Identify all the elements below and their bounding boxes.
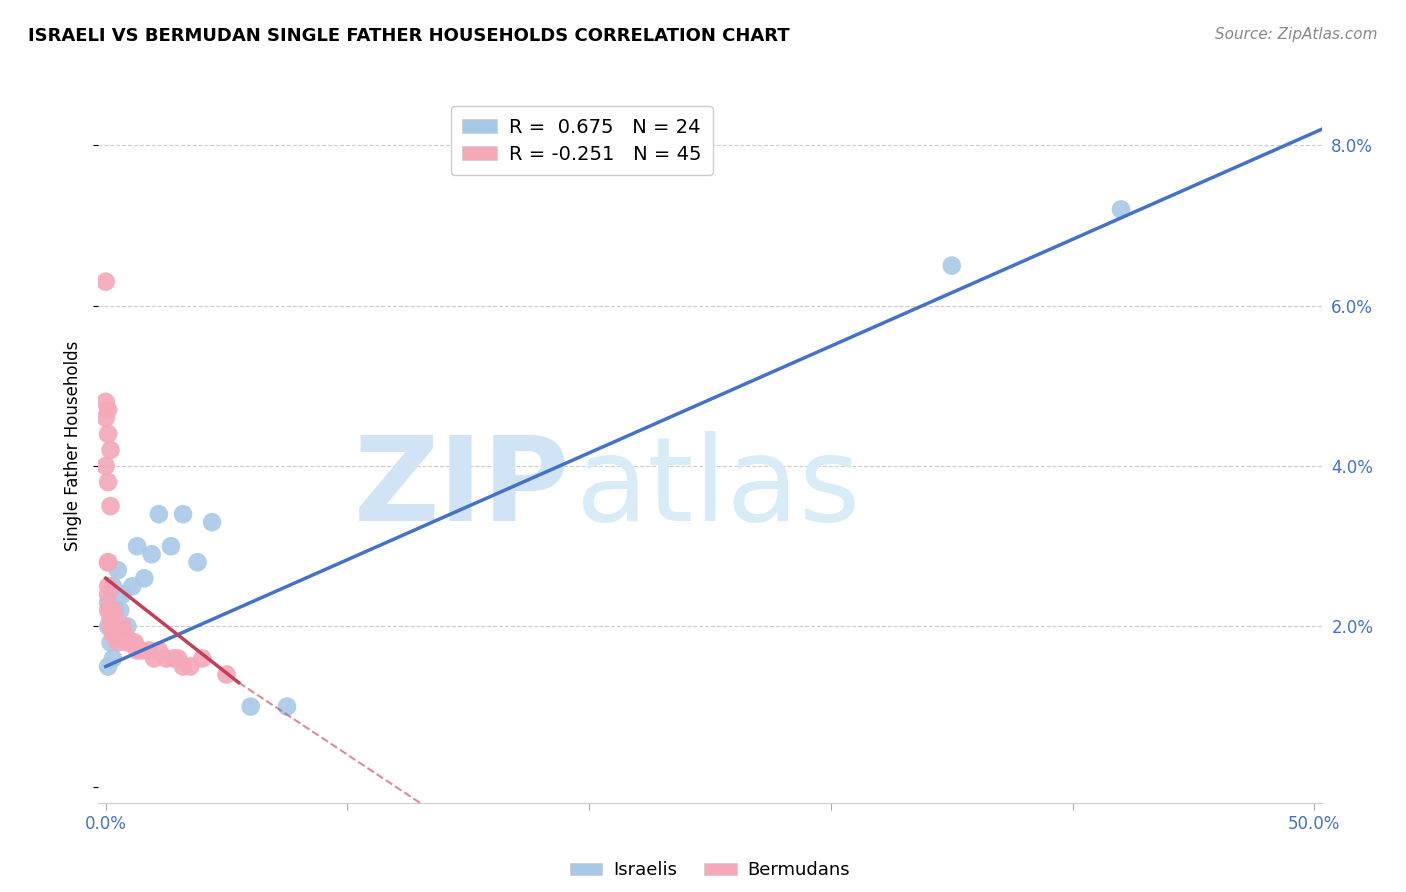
Point bbox=[134, 571, 156, 585]
Point bbox=[118, 635, 141, 649]
Point bbox=[172, 659, 194, 673]
Point bbox=[101, 651, 124, 665]
Point bbox=[191, 651, 214, 665]
Point bbox=[215, 667, 238, 681]
Point bbox=[941, 259, 963, 273]
Point bbox=[100, 603, 122, 617]
Point bbox=[100, 442, 122, 457]
Point bbox=[94, 458, 117, 473]
Point bbox=[101, 611, 124, 625]
Point bbox=[97, 555, 120, 569]
Point bbox=[104, 611, 127, 625]
Point bbox=[141, 547, 163, 561]
Point bbox=[148, 507, 170, 521]
Y-axis label: Single Father Households: Single Father Households bbox=[65, 341, 83, 551]
Point bbox=[94, 395, 117, 409]
Point bbox=[1109, 202, 1132, 217]
Point bbox=[179, 659, 201, 673]
Point bbox=[97, 403, 120, 417]
Point bbox=[114, 627, 136, 641]
Point bbox=[97, 595, 120, 609]
Point bbox=[101, 627, 124, 641]
Point bbox=[97, 475, 120, 489]
Point bbox=[101, 603, 124, 617]
Point bbox=[97, 427, 120, 442]
Point bbox=[121, 579, 143, 593]
Text: atlas: atlas bbox=[575, 432, 860, 546]
Point bbox=[107, 563, 129, 577]
Point bbox=[97, 579, 120, 593]
Point bbox=[117, 619, 139, 633]
Point bbox=[162, 651, 184, 665]
Point bbox=[100, 619, 122, 633]
Point bbox=[97, 587, 120, 601]
Point bbox=[97, 555, 120, 569]
Text: Source: ZipAtlas.com: Source: ZipAtlas.com bbox=[1215, 27, 1378, 42]
Point bbox=[148, 643, 170, 657]
Point bbox=[97, 619, 120, 633]
Point bbox=[100, 603, 122, 617]
Point bbox=[186, 555, 208, 569]
Point bbox=[107, 635, 129, 649]
Point bbox=[239, 699, 262, 714]
Point bbox=[117, 635, 139, 649]
Point bbox=[138, 643, 160, 657]
Text: ISRAELI VS BERMUDAN SINGLE FATHER HOUSEHOLDS CORRELATION CHART: ISRAELI VS BERMUDAN SINGLE FATHER HOUSEH… bbox=[28, 27, 790, 45]
Point bbox=[94, 411, 117, 425]
Point bbox=[94, 275, 117, 289]
Point bbox=[155, 651, 177, 665]
Point bbox=[131, 643, 153, 657]
Point bbox=[160, 539, 183, 553]
Point bbox=[127, 539, 149, 553]
Point bbox=[100, 611, 122, 625]
Point bbox=[127, 643, 149, 657]
Point bbox=[101, 619, 124, 633]
Point bbox=[108, 603, 131, 617]
Point bbox=[111, 587, 134, 601]
Point bbox=[97, 603, 120, 617]
Point bbox=[100, 499, 122, 513]
Text: ZIP: ZIP bbox=[353, 432, 569, 546]
Point bbox=[101, 579, 124, 593]
Legend: Israelis, Bermudans: Israelis, Bermudans bbox=[562, 855, 858, 887]
Point bbox=[111, 619, 134, 633]
Point bbox=[107, 627, 129, 641]
Point bbox=[124, 635, 146, 649]
Point bbox=[167, 651, 190, 665]
Point bbox=[97, 659, 120, 673]
Point bbox=[104, 603, 127, 617]
Point bbox=[104, 619, 127, 633]
Point bbox=[108, 619, 131, 633]
Point bbox=[201, 515, 224, 529]
Point bbox=[100, 635, 122, 649]
Point bbox=[143, 651, 166, 665]
Point bbox=[121, 635, 143, 649]
Point bbox=[172, 507, 194, 521]
Point bbox=[276, 699, 298, 714]
